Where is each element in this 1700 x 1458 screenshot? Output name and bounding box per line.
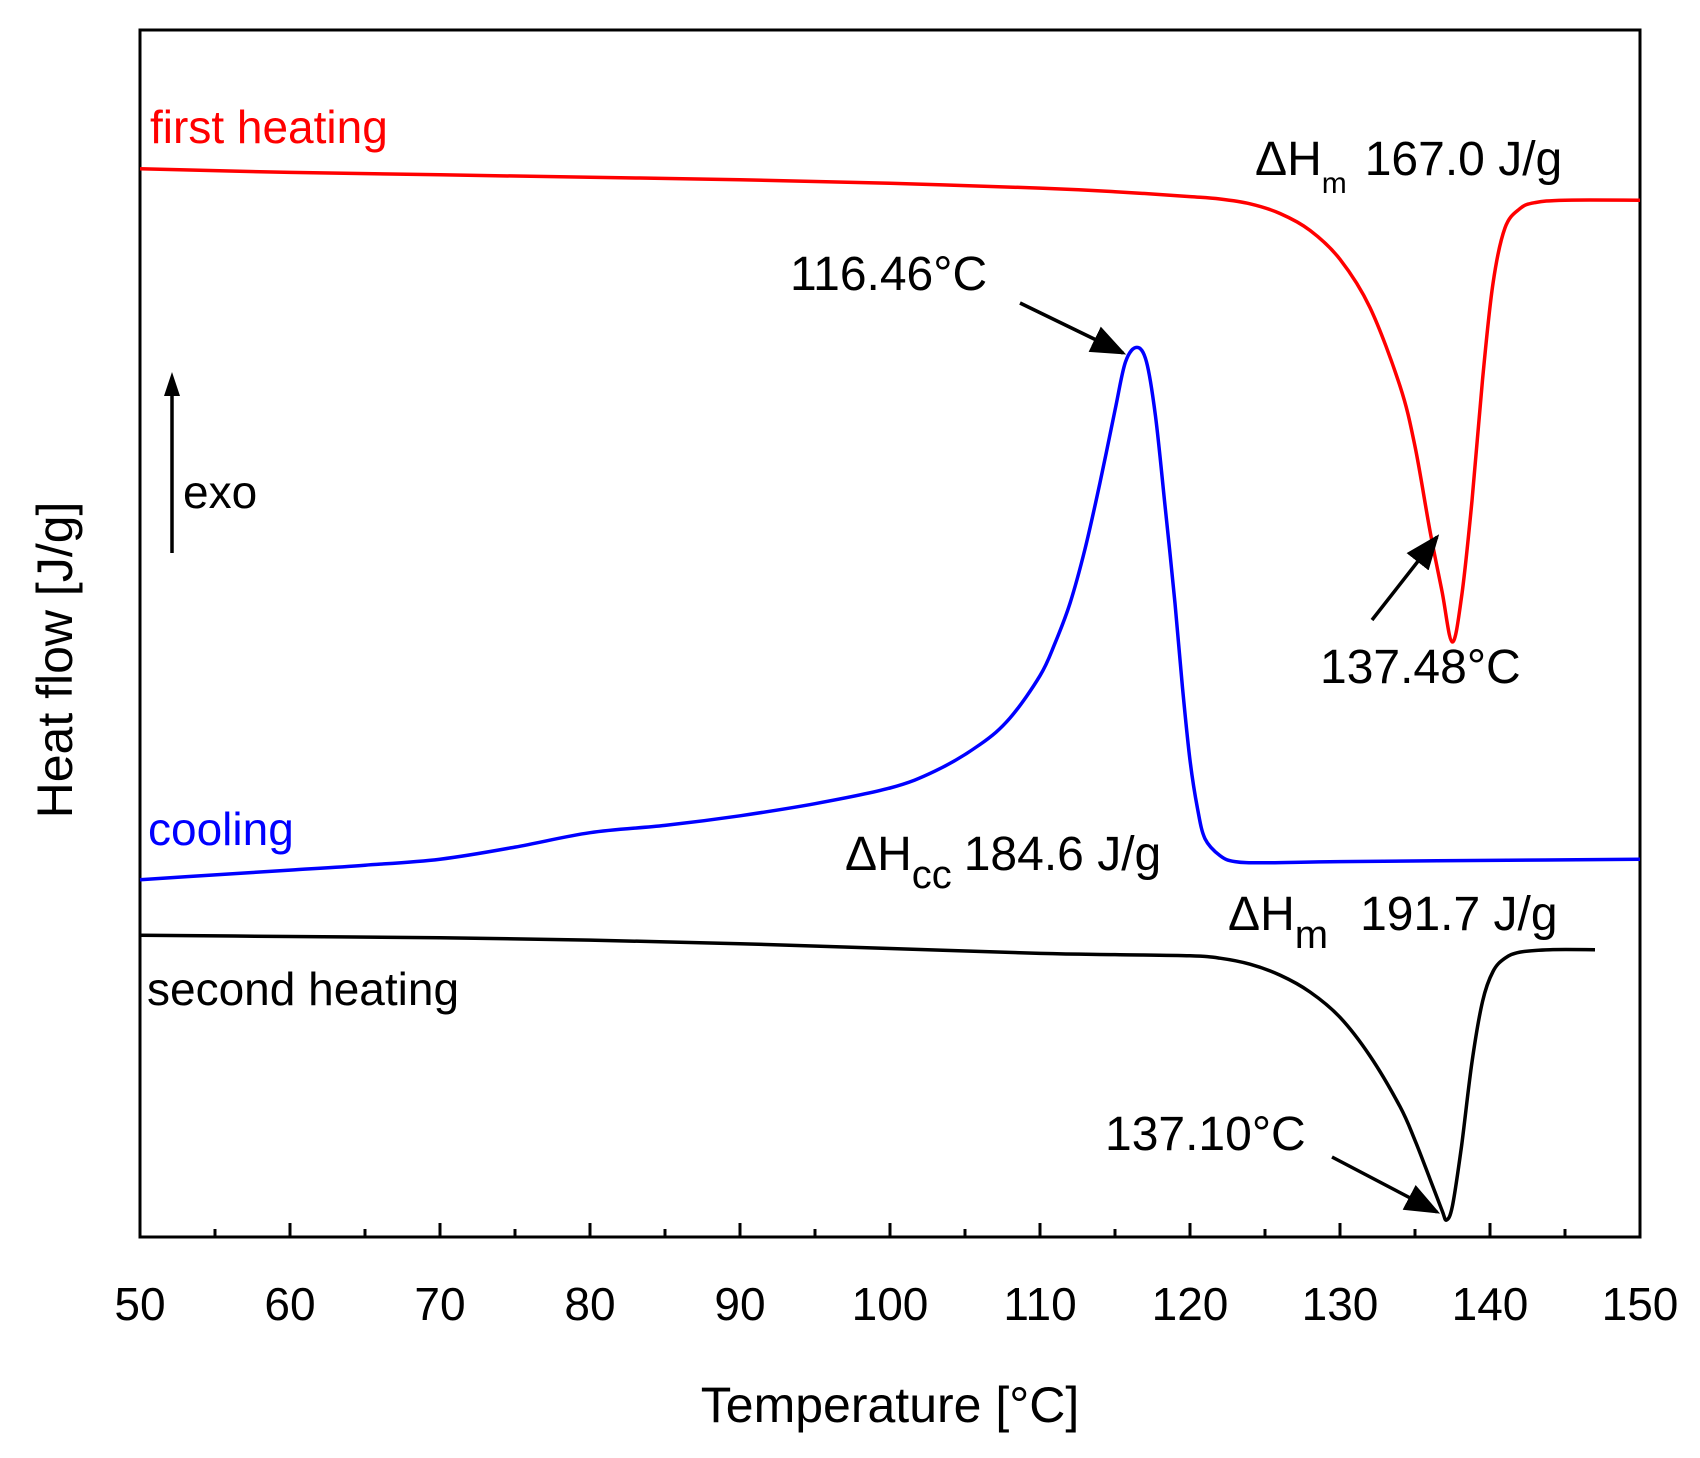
- series-line-cooling: [139, 345, 1641, 882]
- peak-arrow-second-heating: [1331, 1155, 1441, 1214]
- enthalpy-subscript: m: [1295, 913, 1328, 957]
- enthalpy-symbol: ΔH: [845, 828, 912, 881]
- peak-label-first-heating: 137.48°C: [1320, 641, 1521, 694]
- x-tick-label: 130: [1302, 1278, 1379, 1330]
- series-label-cooling: cooling: [148, 803, 294, 855]
- x-axis-title: Temperature [°C]: [701, 1377, 1079, 1433]
- enthalpy-value: 184.6 J/g: [964, 828, 1161, 881]
- x-tick-label: 150: [1602, 1278, 1679, 1330]
- x-tick-label: 140: [1452, 1278, 1529, 1330]
- series-label-first-heating: first heating: [150, 101, 388, 153]
- y-axis-title: Heat flow [J/g]: [27, 502, 83, 819]
- x-tick-label: 100: [852, 1278, 929, 1330]
- enthalpy-subscript: cc: [912, 853, 952, 897]
- enthalpy-symbol: ΔH: [1255, 133, 1322, 186]
- x-tick-label: 70: [414, 1278, 465, 1330]
- x-tick-label: 80: [564, 1278, 615, 1330]
- x-axis-ticks: [138, 1223, 1642, 1237]
- x-tick-label: 50: [114, 1278, 165, 1330]
- x-tick-label: 90: [714, 1278, 765, 1330]
- series-label-second-heating: second heating: [147, 963, 459, 1015]
- exo-arrow-head: [164, 372, 180, 396]
- peak-label-cooling: 116.46°C: [790, 248, 987, 301]
- peak-arrow-first-heating: [1370, 534, 1440, 622]
- enthalpy-second-heating: ΔHm 191.7 J/g: [1228, 888, 1558, 957]
- enthalpy-value: 167.0 J/g: [1365, 133, 1562, 186]
- x-tick-label: 60: [264, 1278, 315, 1330]
- x-tick-label: 120: [1152, 1278, 1229, 1330]
- enthalpy-first-heating: ΔHm 167.0 J/g: [1255, 133, 1562, 200]
- series-line-second-heating: [139, 933, 1596, 1222]
- enthalpy-symbol: ΔH: [1228, 888, 1295, 941]
- x-axis-tick-labels: 50 60 70 80 90 100 110 120 130 140 150: [114, 1278, 1678, 1330]
- enthalpy-cooling: ΔHcc 184.6 J/g: [845, 828, 1161, 897]
- series-line-first-heating: [139, 167, 1641, 644]
- enthalpy-value: 191.7 J/g: [1360, 888, 1557, 941]
- plot-frame: [138, 28, 1642, 1239]
- exo-label: exo: [183, 466, 257, 518]
- enthalpy-subscript: m: [1322, 167, 1347, 200]
- peak-label-second-heating: 137.10°C: [1105, 1108, 1306, 1161]
- x-tick-label: 110: [1003, 1278, 1076, 1330]
- peak-arrow-cooling: [1019, 301, 1127, 355]
